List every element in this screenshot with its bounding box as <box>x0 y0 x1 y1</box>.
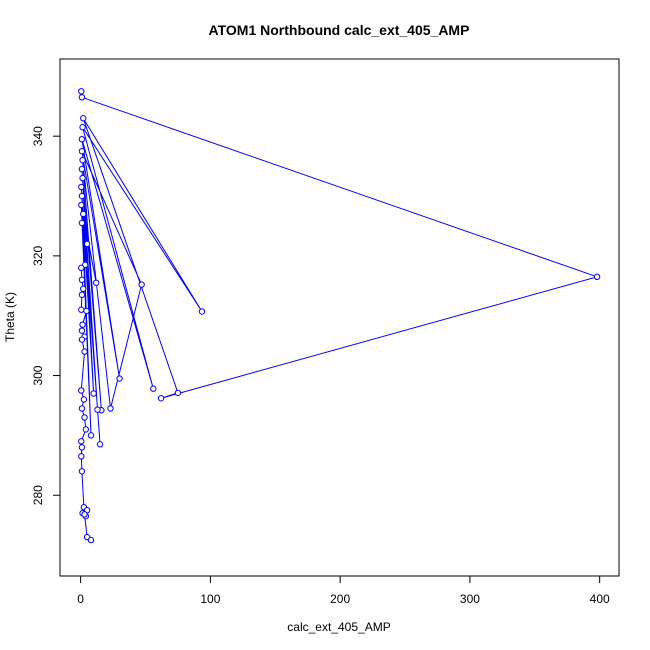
data-point <box>83 240 91 248</box>
data-point <box>80 396 88 403</box>
data-point <box>78 88 85 95</box>
y-axis: 280 300 320 340 <box>31 126 61 505</box>
data-point <box>78 405 86 412</box>
data-point <box>94 406 101 413</box>
data-point <box>78 201 85 209</box>
data-point <box>78 468 86 475</box>
data-point <box>150 385 157 392</box>
data-point <box>87 432 95 439</box>
data-point <box>78 219 86 227</box>
data-point <box>78 438 85 445</box>
data-point <box>116 375 123 382</box>
y-axis-label: Theta (K) <box>3 292 17 342</box>
y-tick-label: 320 <box>31 246 45 266</box>
data-point <box>78 183 85 191</box>
data-point <box>78 453 85 460</box>
data-point <box>78 327 86 334</box>
data-point <box>78 336 86 343</box>
y-tick-label: 300 <box>31 365 45 385</box>
x-tick-label: 300 <box>460 592 480 606</box>
data-point <box>79 124 86 131</box>
data-point <box>79 156 86 164</box>
data-point <box>78 165 86 173</box>
data-point <box>78 264 85 272</box>
x-axis-label: calc_ext_405_AMP <box>287 620 390 634</box>
data-point <box>138 281 145 288</box>
x-tick-label: 0 <box>77 592 84 606</box>
y-tick-label: 340 <box>31 126 45 146</box>
data-point <box>81 414 88 421</box>
x-axis: 0 100 200 300 400 <box>77 575 610 606</box>
data-point <box>107 405 114 412</box>
plot-frame <box>59 58 620 577</box>
data-point <box>93 279 100 286</box>
data-point <box>80 115 87 122</box>
data-point <box>96 441 104 448</box>
data-point <box>593 273 601 281</box>
data-point <box>78 135 86 143</box>
data-point <box>79 321 86 328</box>
data-point <box>78 291 86 298</box>
data-point <box>78 444 86 451</box>
data-point <box>78 94 86 101</box>
data-point <box>80 285 87 292</box>
data-point <box>174 389 182 397</box>
data-point <box>79 174 86 182</box>
x-tick-label: 100 <box>200 592 220 606</box>
data-point <box>82 426 90 433</box>
data-point <box>157 395 165 402</box>
series-layer <box>78 88 601 544</box>
y-tick-label: 280 <box>31 485 45 505</box>
data-point <box>90 390 97 397</box>
data-point <box>78 306 85 313</box>
data-point <box>81 348 88 355</box>
data-point <box>198 308 206 315</box>
data-point <box>81 511 88 518</box>
data-point <box>87 536 95 544</box>
data-point <box>83 307 90 315</box>
data-point <box>78 387 85 394</box>
x-tick-label: 200 <box>330 592 350 606</box>
data-point <box>78 276 86 283</box>
data-point <box>78 147 86 155</box>
chart-title: ATOM1 Northbound calc_ext_405_AMP <box>209 22 470 38</box>
data-point <box>80 210 87 218</box>
series-line <box>80 91 599 541</box>
x-tick-label: 400 <box>590 592 610 606</box>
data-point <box>78 192 86 200</box>
